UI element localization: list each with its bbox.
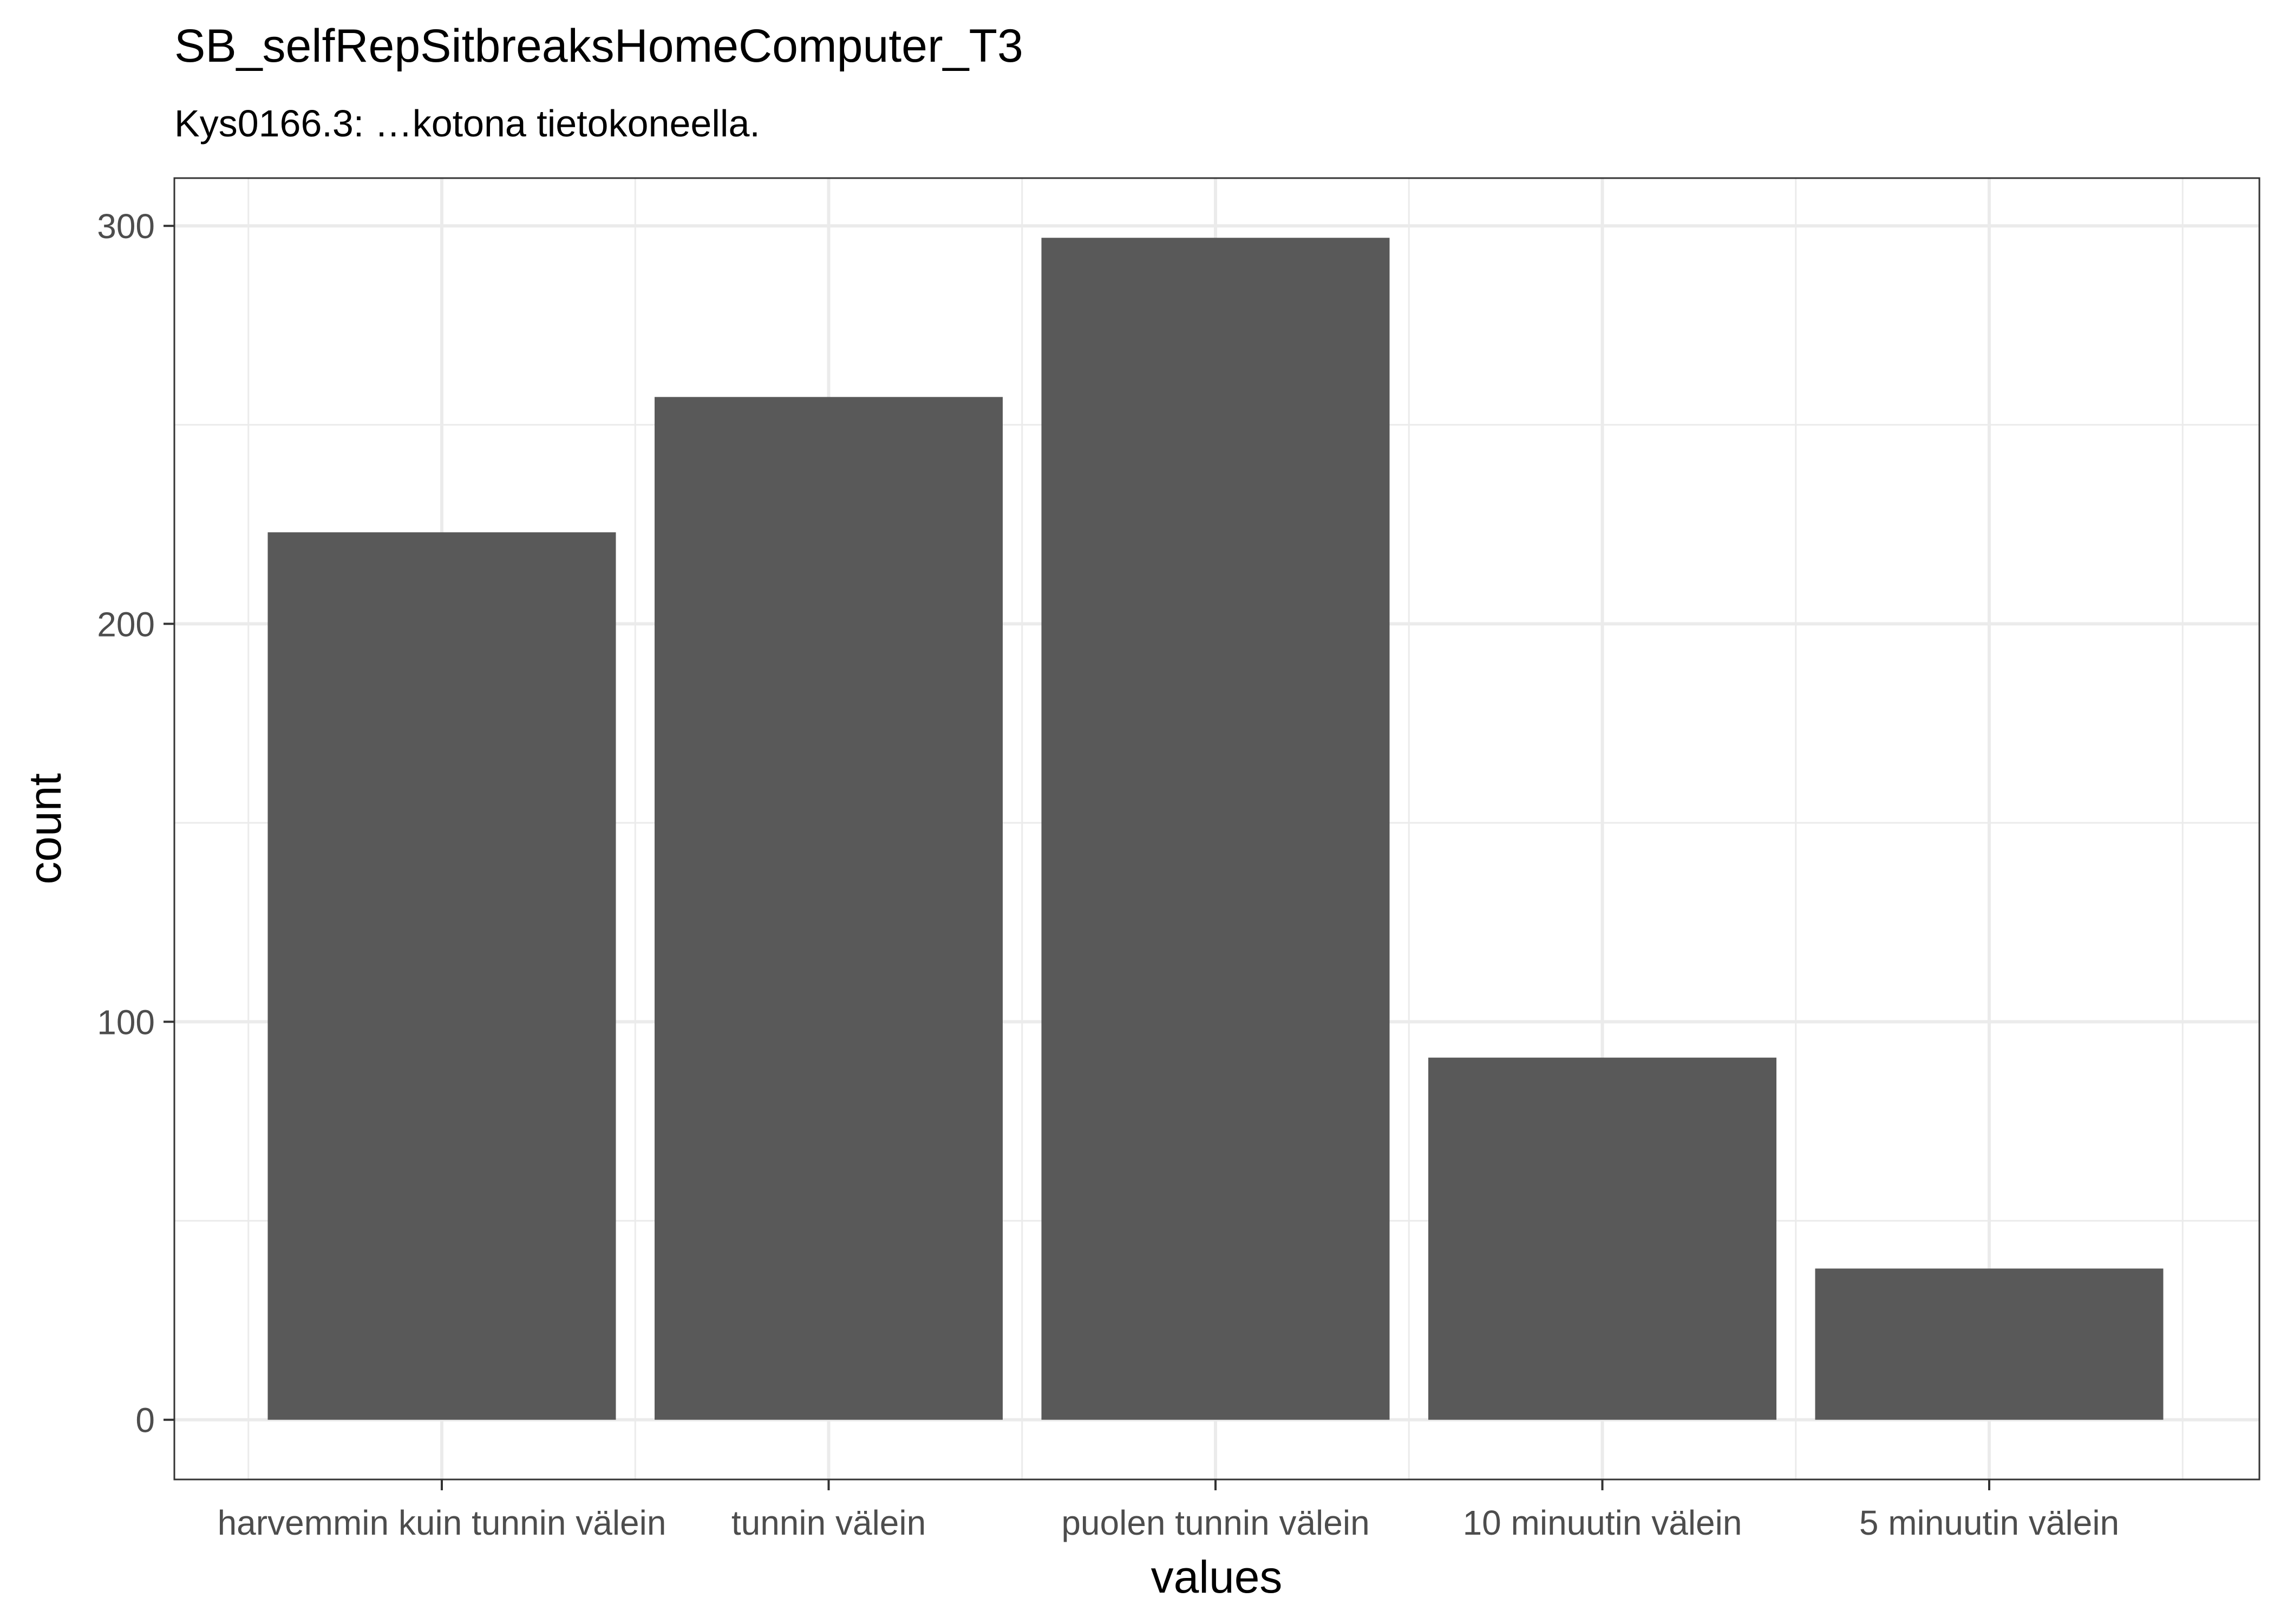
x-tick-label: 10 minuutin välein <box>1463 1503 1742 1542</box>
x-axis: harvemmin kuin tunnin välein tunnin välei… <box>218 1479 2119 1542</box>
y-axis: 0 100 200 300 <box>97 207 174 1440</box>
bar <box>1815 1268 2164 1420</box>
chart-subtitle: Kys0166.3: …kotona tietokoneella. <box>174 102 760 145</box>
plot-panel-border <box>173 177 2260 1481</box>
y-tick-label: 0 <box>135 1401 155 1440</box>
y-tick-label: 100 <box>97 1003 155 1042</box>
x-tick-label: puolen tunnin välein <box>1061 1503 1369 1542</box>
chart-title: SB_selfRepSitbreaksHomeComputer_T3 <box>174 20 1023 72</box>
bar <box>1428 1057 1776 1420</box>
x-axis-title: values <box>1151 1551 1283 1602</box>
bar <box>655 397 1003 1420</box>
bars <box>267 238 2164 1420</box>
x-tick-label: harvemmin kuin tunnin välein <box>218 1503 666 1542</box>
x-tick-label: 5 minuutin välein <box>1859 1503 2119 1542</box>
y-axis-title: count <box>19 773 70 885</box>
bar <box>1041 238 1390 1420</box>
x-tick-label: tunnin välein <box>731 1503 926 1542</box>
bar <box>267 532 616 1420</box>
y-tick-label: 300 <box>97 207 155 246</box>
y-tick-label: 200 <box>97 605 155 644</box>
